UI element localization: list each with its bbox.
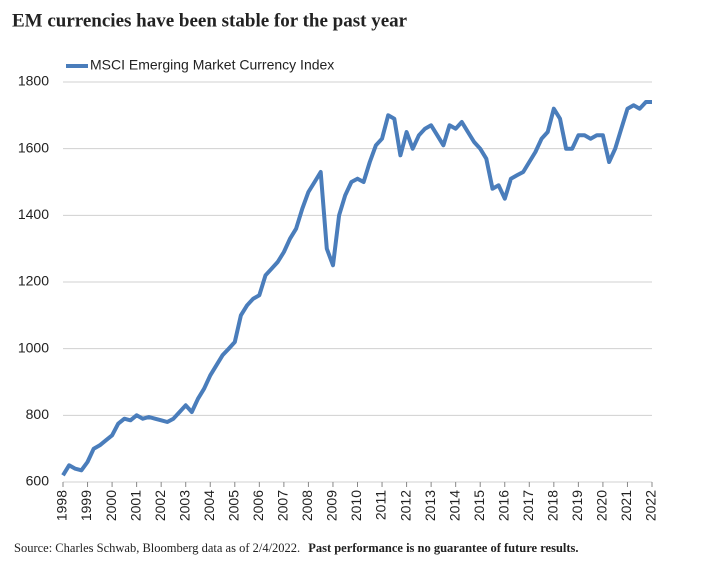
x-tick-label: 2017 [520, 490, 536, 521]
x-tick-label: 2015 [471, 490, 487, 521]
legend-label: MSCI Emerging Market Currency Index [90, 57, 334, 73]
x-tick-label: 2007 [275, 490, 291, 521]
x-tick-label: 2008 [299, 490, 315, 521]
line [61, 100, 652, 477]
x-tick-label: 2002 [152, 490, 168, 521]
x-tick-label: 2021 [618, 490, 634, 521]
x-tick-label: 2003 [176, 490, 192, 521]
x-tick-label: 2016 [495, 490, 511, 521]
x-tick-label: 2001 [127, 490, 143, 521]
x-tick-label: 2012 [397, 490, 413, 521]
x-tick-label: 2009 [324, 490, 340, 521]
source-note: Source: Charles Schwab, Bloomberg data a… [14, 541, 579, 555]
x-tick-label: 2005 [225, 490, 241, 521]
x-tick-label: 2019 [569, 490, 585, 521]
x-tick-label: 1998 [54, 490, 70, 521]
source: Source: Charles Schwab, Bloomberg data a… [14, 541, 300, 555]
y-tick-label: 600 [26, 473, 50, 489]
y-tick-label: 1200 [18, 273, 49, 289]
x-tick-label: 1999 [78, 490, 94, 521]
disclaimer: Past performance is no guarantee of futu… [308, 541, 578, 555]
y-tick-label: 800 [26, 406, 50, 422]
y-tick-label: 1800 [18, 73, 49, 89]
x-tick-label: 2014 [446, 490, 462, 521]
x-tick-label: 2000 [103, 490, 119, 521]
x-tick-label: 2018 [545, 490, 561, 521]
y-tick-label: 1600 [18, 139, 49, 155]
x-tick-label: 2022 [643, 490, 659, 521]
x-tick-label: 2010 [348, 490, 364, 521]
x-tick-label: 2013 [422, 490, 438, 521]
x-tick-label: 2020 [594, 490, 610, 521]
x-tick-label: 2011 [373, 490, 389, 520]
y-tick-label: 1000 [18, 339, 49, 355]
x-tick-label: 2006 [250, 490, 266, 521]
x-tick-label: 2004 [201, 490, 217, 521]
y-tick-label: 1400 [18, 206, 49, 222]
chart-title: EM currencies have been stable for the p… [12, 10, 408, 31]
